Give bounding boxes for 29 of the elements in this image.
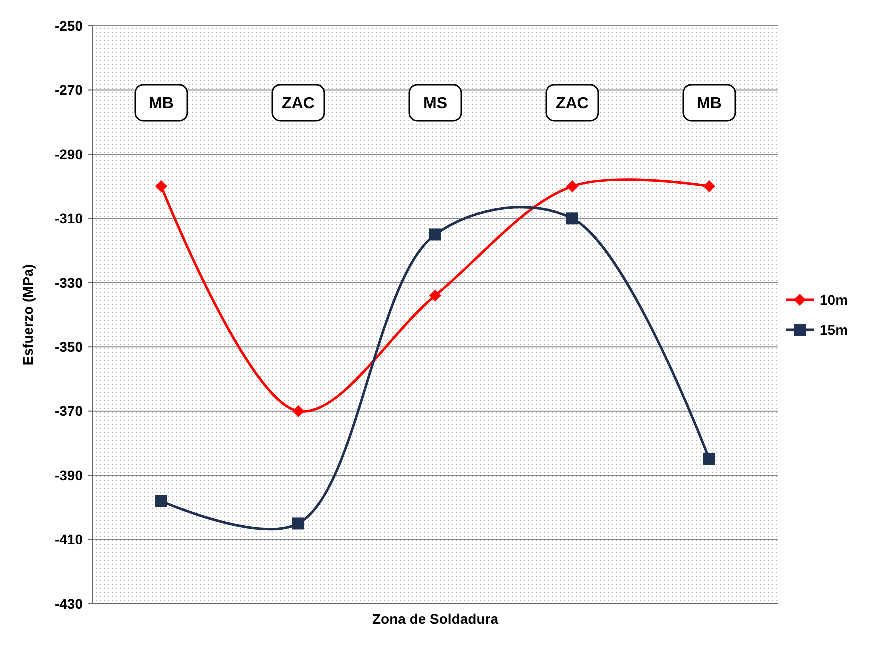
y-tick-label: -350 xyxy=(54,339,84,356)
point xyxy=(704,454,716,466)
y-tick-label: -250 xyxy=(54,18,84,34)
y-tick-label: -270 xyxy=(54,82,84,98)
x-tick-label: MS xyxy=(424,96,448,113)
point xyxy=(292,405,304,418)
point xyxy=(566,212,578,225)
y-tick-label: -390 xyxy=(54,467,84,484)
x-tick-label: MB xyxy=(697,96,722,113)
point xyxy=(156,495,168,508)
legend-label: 10m xyxy=(820,292,848,308)
y-tick-label: -310 xyxy=(54,210,84,227)
y-tick-label: -290 xyxy=(54,146,84,162)
x-tick-label: ZAC xyxy=(282,96,316,113)
point xyxy=(430,290,442,302)
point xyxy=(704,180,716,193)
legend-label: 15m xyxy=(820,322,848,338)
y-tick-label: -410 xyxy=(54,532,84,548)
y-tick-label: -330 xyxy=(54,274,84,291)
point xyxy=(430,228,442,241)
x-tick-label: ZAC xyxy=(556,96,590,113)
point xyxy=(156,180,168,193)
y-tick-label: -370 xyxy=(54,403,84,420)
x-tick-label: MB xyxy=(149,96,174,113)
y-axis-title: Esfuerzo (MPa) xyxy=(20,264,36,366)
point xyxy=(292,518,304,530)
x-axis-title: Zona de Soldadura xyxy=(372,611,499,627)
point xyxy=(566,180,578,193)
y-tick-label: -430 xyxy=(54,596,84,612)
